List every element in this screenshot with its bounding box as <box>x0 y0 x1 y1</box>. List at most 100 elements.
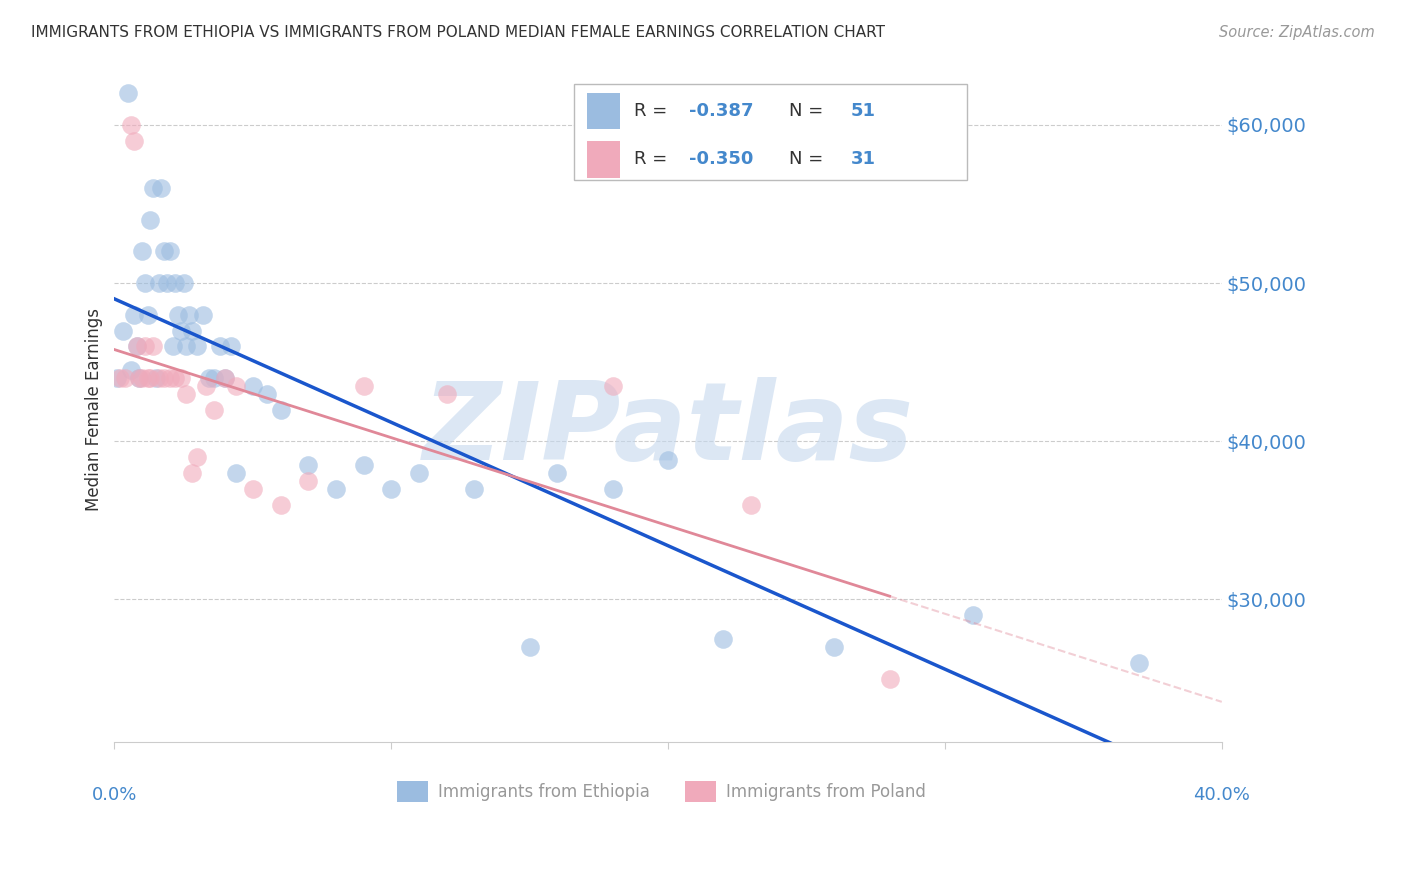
Point <box>128 371 150 385</box>
Point <box>131 244 153 259</box>
Point <box>120 363 142 377</box>
Point <box>156 276 179 290</box>
Point <box>165 276 187 290</box>
Point <box>150 181 173 195</box>
Point <box>131 371 153 385</box>
Point <box>181 466 204 480</box>
Point <box>148 371 170 385</box>
Point <box>225 379 247 393</box>
Point <box>120 118 142 132</box>
Point <box>546 466 568 480</box>
Text: 31: 31 <box>851 150 876 169</box>
Point <box>408 466 430 480</box>
Point <box>214 371 236 385</box>
Point <box>325 482 347 496</box>
Point <box>142 181 165 195</box>
Point <box>165 371 187 385</box>
Point <box>186 339 208 353</box>
Point <box>602 379 624 393</box>
Point <box>170 371 193 385</box>
Y-axis label: Median Female Earnings: Median Female Earnings <box>86 308 103 511</box>
Point <box>105 371 128 385</box>
Point <box>270 498 292 512</box>
Point <box>139 371 162 385</box>
Point <box>242 482 264 496</box>
Point <box>214 371 236 385</box>
Text: IMMIGRANTS FROM ETHIOPIA VS IMMIGRANTS FROM POLAND MEDIAN FEMALE EARNINGS CORREL: IMMIGRANTS FROM ETHIOPIA VS IMMIGRANTS F… <box>31 25 884 40</box>
Text: Immigrants from Poland: Immigrants from Poland <box>725 782 925 801</box>
FancyBboxPatch shape <box>396 781 427 802</box>
Point <box>463 482 485 496</box>
Point <box>225 466 247 480</box>
Point <box>353 458 375 472</box>
Point <box>297 474 319 488</box>
Point <box>436 387 458 401</box>
Point <box>159 371 181 385</box>
Point <box>519 640 541 654</box>
Text: Source: ZipAtlas.com: Source: ZipAtlas.com <box>1219 25 1375 40</box>
Point <box>117 87 139 101</box>
Text: 51: 51 <box>851 102 876 120</box>
Point <box>657 453 679 467</box>
Point <box>740 498 762 512</box>
Point <box>181 324 204 338</box>
Point <box>179 308 201 322</box>
Point <box>136 308 159 322</box>
Point <box>153 244 176 259</box>
Text: Immigrants from Ethiopia: Immigrants from Ethiopia <box>437 782 650 801</box>
Point <box>176 387 198 401</box>
Point <box>111 324 134 338</box>
Point <box>219 339 242 353</box>
Point <box>125 339 148 353</box>
Text: 0.0%: 0.0% <box>91 786 138 805</box>
Text: N =: N = <box>789 150 828 169</box>
Point <box>108 371 131 385</box>
Point <box>256 387 278 401</box>
Text: -0.387: -0.387 <box>689 102 754 120</box>
Point <box>139 212 162 227</box>
Text: N =: N = <box>789 102 828 120</box>
Point <box>162 339 184 353</box>
Point <box>353 379 375 393</box>
Point <box>153 371 176 385</box>
Text: -0.350: -0.350 <box>689 150 754 169</box>
Point <box>148 276 170 290</box>
Point <box>208 339 231 353</box>
Point <box>713 632 735 646</box>
Point <box>602 482 624 496</box>
Text: ZIPatlas: ZIPatlas <box>423 376 914 483</box>
FancyBboxPatch shape <box>588 93 620 129</box>
Point <box>167 308 190 322</box>
Point <box>128 371 150 385</box>
Point <box>114 371 136 385</box>
Point <box>823 640 845 654</box>
Point <box>202 402 225 417</box>
Point <box>145 371 167 385</box>
Point <box>380 482 402 496</box>
Point <box>191 308 214 322</box>
Point <box>176 339 198 353</box>
Point <box>125 339 148 353</box>
Text: R =: R = <box>634 150 672 169</box>
Text: 40.0%: 40.0% <box>1194 786 1250 805</box>
Text: R =: R = <box>634 102 672 120</box>
Point <box>202 371 225 385</box>
Point <box>122 308 145 322</box>
Point <box>197 371 219 385</box>
Point <box>242 379 264 393</box>
Point <box>1128 656 1150 670</box>
Point <box>159 244 181 259</box>
Point <box>134 339 156 353</box>
Point <box>173 276 195 290</box>
Point <box>879 672 901 686</box>
Point <box>962 608 984 623</box>
Point <box>122 134 145 148</box>
Point <box>134 276 156 290</box>
Point <box>186 450 208 464</box>
Point <box>270 402 292 417</box>
Point <box>136 371 159 385</box>
Point <box>170 324 193 338</box>
FancyBboxPatch shape <box>588 141 620 178</box>
Point <box>142 339 165 353</box>
FancyBboxPatch shape <box>685 781 716 802</box>
